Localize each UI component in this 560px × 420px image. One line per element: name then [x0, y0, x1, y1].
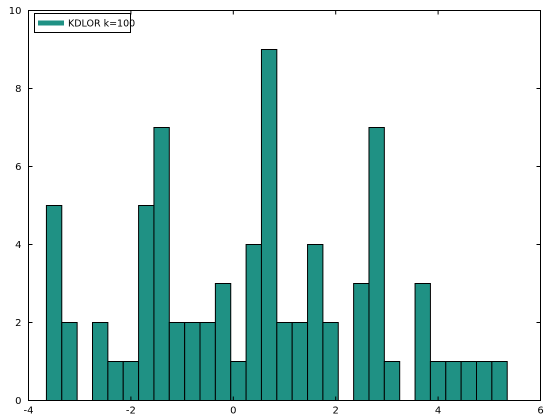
histogram-bar — [107, 361, 124, 401]
y-tick-label: 0 — [15, 396, 21, 407]
histogram-bar — [307, 244, 324, 401]
histogram-bar — [245, 244, 262, 401]
y-tick-label: 10 — [9, 6, 22, 17]
histogram-bar — [45, 205, 63, 401]
histogram-bar — [276, 322, 293, 401]
bars-group — [45, 49, 508, 401]
legend: KDLOR k=100 — [34, 13, 135, 33]
histogram-bar — [476, 361, 493, 401]
histogram-bar — [260, 49, 278, 401]
x-tick-label: 4 — [435, 406, 441, 417]
legend-swatch — [38, 20, 64, 26]
histogram-bar — [383, 361, 401, 401]
x-tick-label: -4 — [24, 406, 34, 417]
histogram-bar — [122, 361, 140, 401]
histogram-bar — [491, 361, 508, 401]
y-tick-label: 2 — [15, 318, 21, 329]
histogram-bar — [153, 127, 170, 401]
ticks-group: -4 -2 0 2 4 6 0 2 4 6 8 10 — [9, 6, 544, 417]
y-tick-label: 8 — [15, 84, 21, 95]
histogram-bar — [322, 322, 339, 401]
histogram-bar — [368, 127, 385, 401]
histogram-bar — [445, 361, 462, 401]
histogram-bar — [184, 322, 201, 401]
histogram-bar — [138, 205, 155, 401]
histogram-bar — [199, 322, 216, 401]
histogram-bar — [214, 283, 232, 401]
legend-box — [34, 13, 131, 33]
x-tick-label: 2 — [333, 406, 339, 417]
histogram-bar — [414, 283, 431, 401]
x-tick-label: -2 — [126, 406, 136, 417]
histogram-bar — [230, 361, 247, 401]
histogram-bar — [353, 283, 370, 401]
histogram-bar — [291, 322, 309, 401]
plot-frame — [28, 10, 541, 401]
y-tick-label: 4 — [15, 240, 21, 251]
x-tick-label: 6 — [537, 406, 543, 417]
histogram-bar — [429, 361, 447, 401]
x-tick-label: 0 — [230, 406, 236, 417]
histogram-bar — [168, 322, 186, 401]
histogram-bar — [460, 361, 478, 401]
histogram-bar — [92, 322, 109, 401]
legend-label: KDLOR k=100 — [68, 19, 135, 30]
y-tick-label: 6 — [15, 162, 21, 173]
histogram-bar — [61, 322, 78, 401]
